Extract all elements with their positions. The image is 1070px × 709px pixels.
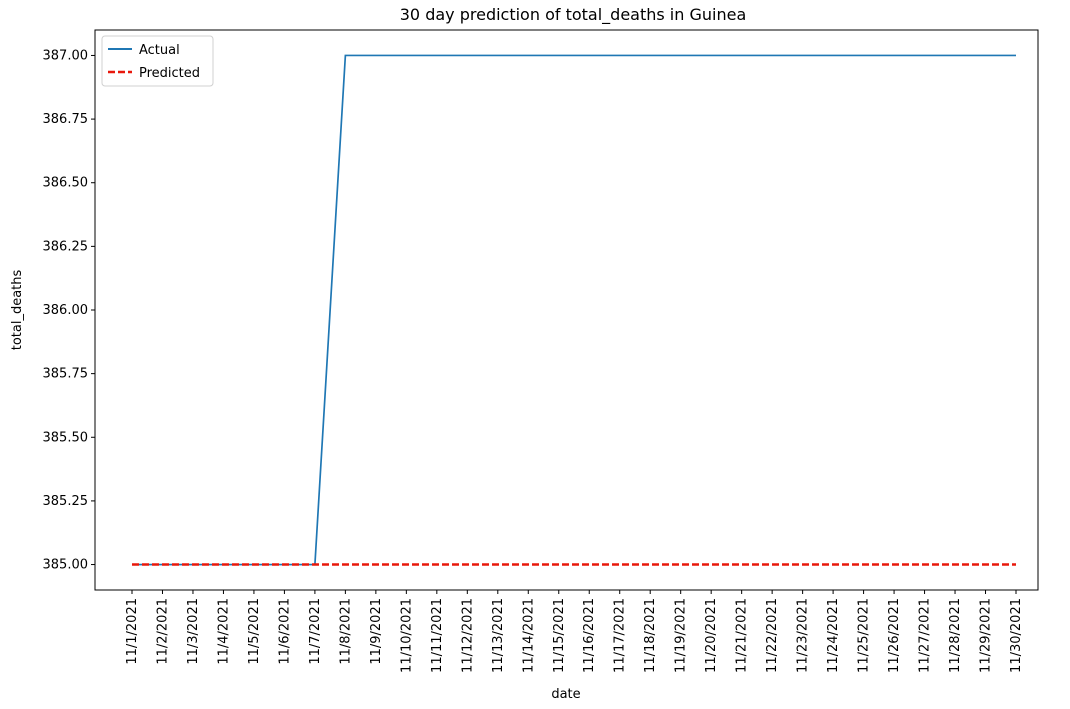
legend: Actual Predicted (101, 35, 214, 87)
x-tick-label: 11/2/2021 (155, 598, 170, 665)
chart-title: 30 day prediction of total_deaths in Gui… (400, 5, 747, 25)
x-tick-label: 11/14/2021 (521, 598, 536, 673)
x-tick-label: 11/3/2021 (186, 598, 201, 665)
y-tick-label: 386.25 (43, 239, 89, 254)
series-layer (132, 54, 1016, 566)
x-tick-label: 11/23/2021 (796, 598, 811, 673)
y-tick-label: 386.00 (43, 303, 89, 318)
x-tick-label: 11/16/2021 (582, 598, 597, 673)
plot-frame (94, 29, 1039, 591)
y-axis-label: total_deaths (10, 270, 25, 351)
y-tick-label: 385.25 (43, 494, 89, 509)
x-tick-label: 11/15/2021 (552, 598, 567, 673)
x-tick-label: 11/8/2021 (338, 598, 353, 665)
legend-label-predicted: Predicted (139, 66, 200, 81)
x-tick-label: 11/5/2021 (247, 598, 262, 665)
x-tick-label: 11/12/2021 (460, 598, 475, 673)
x-tick-label: 11/26/2021 (887, 598, 902, 673)
x-tick-label: 11/7/2021 (308, 598, 323, 665)
x-tick-label: 11/21/2021 (735, 598, 750, 673)
x-axis-label: date (551, 687, 580, 702)
x-tick-label: 11/6/2021 (277, 598, 292, 665)
y-tick-label: 386.75 (43, 112, 89, 127)
series-line-actual (132, 54, 1016, 566)
x-tick-label: 11/4/2021 (216, 598, 231, 665)
legend-label-actual: Actual (139, 43, 180, 58)
y-axis: 385.00 385.25 385.50 385.75 386.00 386.25 386.… (43, 48, 95, 573)
x-tick-label: 11/22/2021 (765, 598, 780, 673)
y-tick-label: 387.00 (43, 48, 89, 63)
x-tick-label: 11/18/2021 (643, 598, 658, 673)
y-tick-label: 385.50 (43, 430, 89, 445)
y-tick-label: 385.75 (43, 367, 89, 382)
x-tick-label: 11/30/2021 (1009, 598, 1024, 673)
x-tick-label: 11/9/2021 (369, 598, 384, 665)
x-tick-label: 11/25/2021 (857, 598, 872, 673)
y-tick-label: 385.00 (43, 558, 89, 573)
x-tick-label: 11/1/2021 (125, 598, 140, 665)
x-tick-label: 11/24/2021 (826, 598, 841, 673)
x-tick-label: 11/27/2021 (918, 598, 933, 673)
x-tick-label: 11/29/2021 (979, 598, 994, 673)
x-tick-label: 11/11/2021 (430, 598, 445, 673)
x-tick-label: 11/17/2021 (613, 598, 628, 673)
y-tick-label: 386.50 (43, 176, 89, 191)
x-tick-label: 11/28/2021 (948, 598, 963, 673)
x-tick-label: 11/13/2021 (491, 598, 506, 673)
x-tick-label: 11/10/2021 (399, 598, 414, 673)
x-tick-label: 11/19/2021 (674, 598, 689, 673)
x-tick-label: 11/20/2021 (704, 598, 719, 673)
x-axis: 11/1/2021 11/2/2021 11/3/2021 11/4/2021 11/5… (125, 590, 1024, 673)
